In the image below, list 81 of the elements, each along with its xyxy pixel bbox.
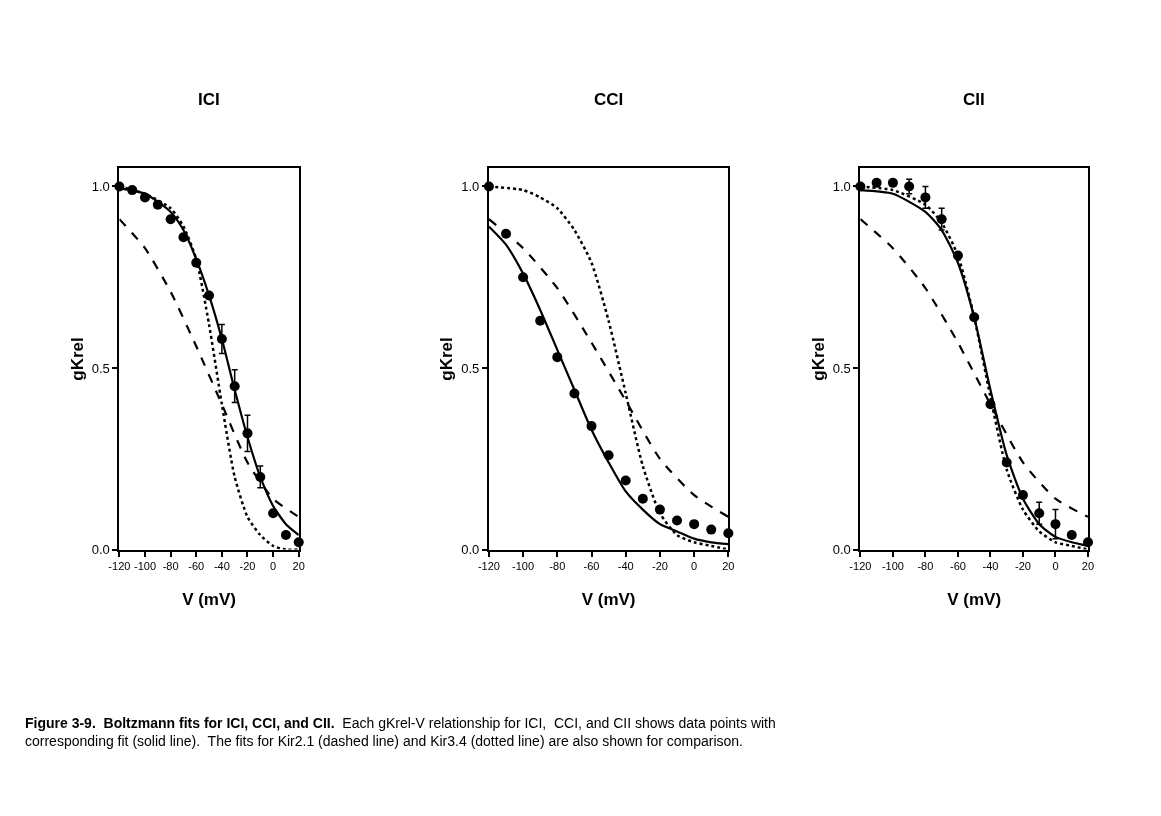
y-tick-label: 1.0 <box>832 179 851 195</box>
point <box>706 524 717 535</box>
point <box>518 272 529 283</box>
x-tick-label: -20 <box>239 559 256 572</box>
y-tick-label: 0.0 <box>91 542 110 558</box>
point <box>165 214 176 225</box>
point <box>140 192 151 203</box>
x-tick-label: -120 <box>108 559 131 572</box>
y-tick-label: 0.0 <box>461 542 480 558</box>
x-tick-label: -60 <box>583 559 600 572</box>
chart-title: CCI <box>594 90 624 109</box>
point <box>887 177 898 188</box>
y-tick-label: 0.5 <box>91 360 110 376</box>
point <box>127 185 138 196</box>
x-tick-label: -80 <box>162 559 179 572</box>
point <box>620 475 631 486</box>
y-tick-label: 0.0 <box>832 542 851 558</box>
point <box>672 515 683 526</box>
point <box>569 388 580 399</box>
x-tick-label: -120 <box>477 559 500 572</box>
x-tick-label: -40 <box>213 559 230 572</box>
point <box>654 504 665 515</box>
x-tick-label: -100 <box>512 559 535 572</box>
x-tick-label: 0 <box>270 559 277 572</box>
point <box>204 290 215 301</box>
x-tick-label: -40 <box>982 559 999 572</box>
x-tick-label: 0 <box>1052 559 1059 572</box>
point <box>1066 530 1077 541</box>
point <box>1050 519 1061 530</box>
point <box>871 177 882 188</box>
point <box>1017 490 1028 501</box>
point <box>952 250 963 261</box>
x-axis-title: V (mV) <box>947 589 1002 609</box>
point <box>191 257 202 268</box>
point <box>501 228 511 239</box>
point <box>689 519 700 530</box>
y-axis-title: gKrel <box>808 337 828 381</box>
point <box>229 381 240 392</box>
point <box>985 399 996 410</box>
x-tick-label: -100 <box>133 559 157 572</box>
y-tick-label: 1.0 <box>461 179 480 195</box>
x-axis-title: V (mV) <box>581 589 636 609</box>
x-tick-label: -80 <box>549 559 566 572</box>
point <box>535 315 546 326</box>
point <box>242 428 253 439</box>
x-axis-title: V (mV) <box>182 589 236 609</box>
point <box>920 192 931 203</box>
x-tick-label: -80 <box>917 559 934 572</box>
y-axis-title: gKrel <box>67 337 87 381</box>
y-tick-label: 1.0 <box>91 179 110 195</box>
x-tick-label: -20 <box>651 559 668 572</box>
point <box>637 493 648 504</box>
point <box>152 199 163 210</box>
point <box>255 471 266 482</box>
x-tick-label: 20 <box>292 559 305 572</box>
chart-title: CII <box>963 90 985 109</box>
y-tick-label: 0.5 <box>832 360 851 376</box>
point <box>936 214 947 225</box>
point <box>552 352 563 363</box>
x-tick-label: -20 <box>1015 559 1031 572</box>
x-tick-label: 0 <box>691 559 698 572</box>
x-tick-label: -60 <box>949 559 966 572</box>
point <box>216 333 227 344</box>
chart-title: ICI <box>198 90 220 109</box>
x-tick-label: 20 <box>722 559 735 572</box>
y-axis-title: gKrel <box>437 337 457 381</box>
x-tick-label: -60 <box>188 559 205 572</box>
point <box>178 232 189 243</box>
point <box>1034 508 1045 519</box>
point <box>586 421 597 432</box>
point <box>280 530 291 541</box>
point <box>603 450 614 461</box>
point <box>268 508 279 519</box>
point <box>969 312 980 323</box>
point <box>1001 457 1012 468</box>
y-tick-label: 0.5 <box>461 360 480 376</box>
x-tick-label: -40 <box>617 559 634 572</box>
x-tick-label: -120 <box>849 559 872 572</box>
x-tick-label: 20 <box>1081 559 1095 572</box>
caption: Figure 3-9. Boltzmann fits for ICI, CCI, and CII. <box>25 715 335 731</box>
x-tick-label: -100 <box>881 559 904 572</box>
